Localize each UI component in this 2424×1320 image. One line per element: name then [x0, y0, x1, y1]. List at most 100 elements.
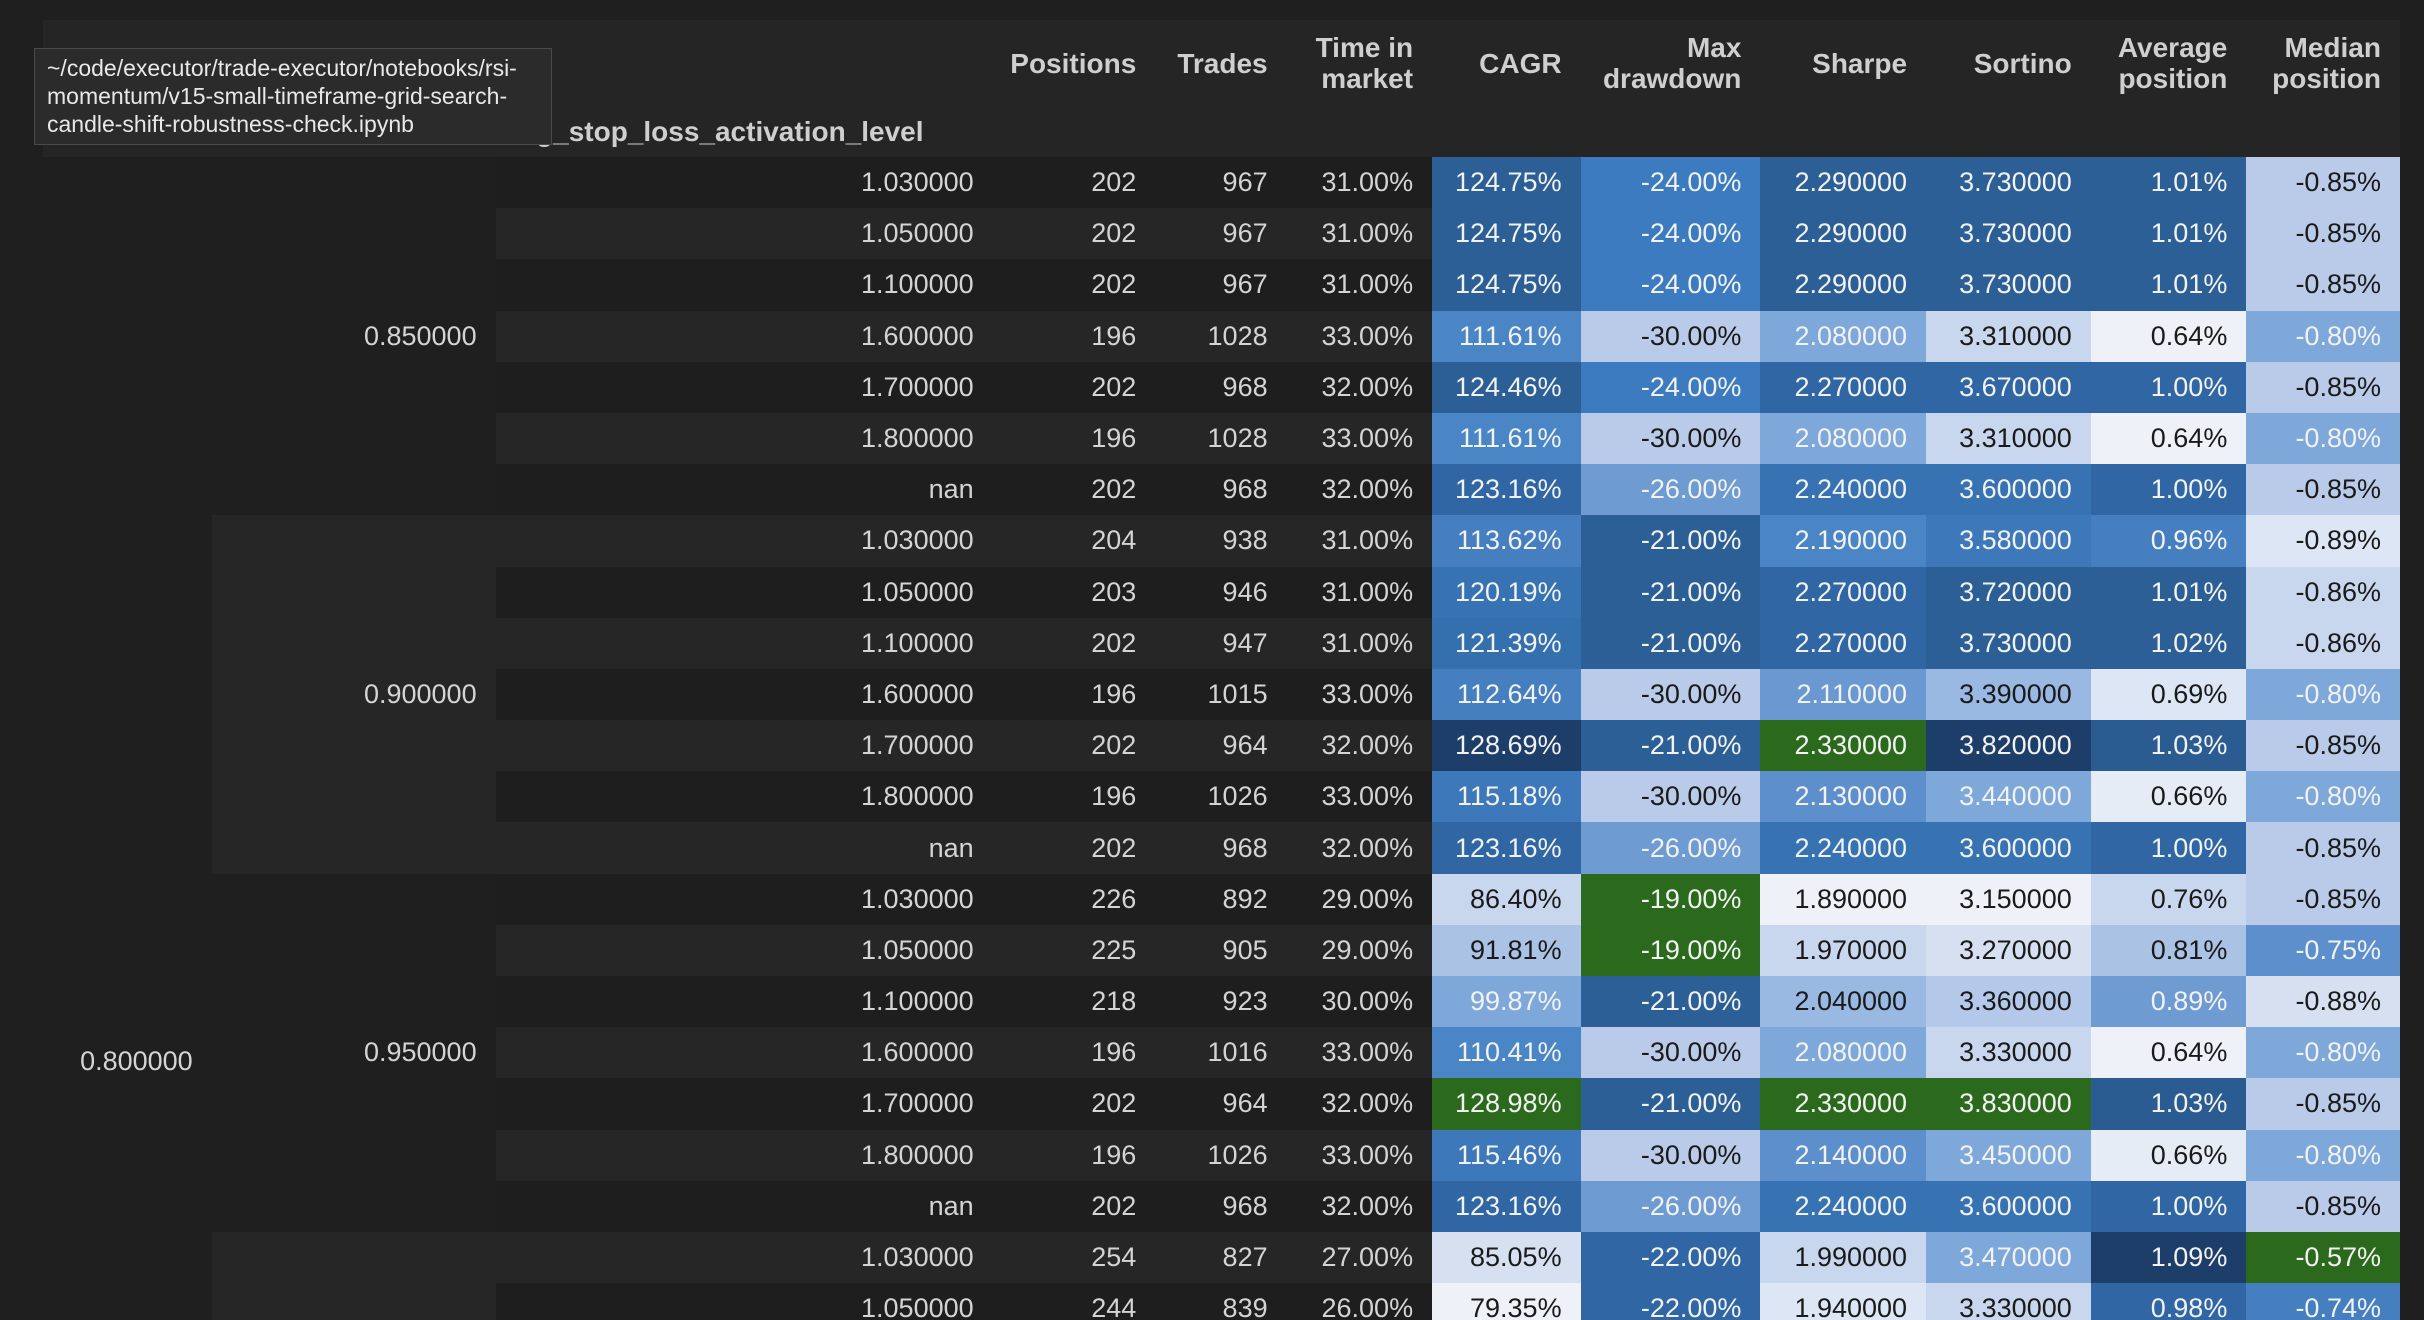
header-sortino[interactable]: Sortino	[1926, 20, 2091, 106]
time-in-market-cell: 31.00%	[1286, 617, 1433, 669]
positions-cell: 196	[992, 771, 1156, 823]
left-gutter	[0, 0, 43, 1304]
time-in-market-cell: 32.00%	[1286, 361, 1433, 413]
index-level3-cell: 1.030000	[495, 1231, 993, 1284]
time-in-market-cell: 29.00%	[1286, 924, 1433, 976]
results-table: Positions Trades Time in market CAGR Max…	[43, 20, 2400, 1320]
time-in-market-cell: 31.00%	[1286, 515, 1433, 567]
max-drawdown-cell: -24.00%	[1580, 259, 1761, 311]
sortino-cell: 3.600000	[1926, 822, 2091, 874]
sharpe-cell: 2.110000	[1760, 668, 1927, 721]
average-position-cell: 0.69%	[2090, 668, 2247, 721]
index-level-name: iling_stop_loss_activation_level	[495, 106, 993, 157]
cagr-cell: 128.98%	[1432, 1078, 1581, 1130]
sharpe-cell: 2.270000	[1760, 361, 1927, 413]
sortino-cell: 3.150000	[1926, 873, 2091, 925]
table-row: 1.050000 202 967 31.00% 124.75% -24.00% 2.2900…	[43, 208, 2400, 260]
table-row: 1.700000 202 964 32.00% 128.98% -21.00% 2.3300…	[43, 1078, 2400, 1130]
header-time-in-market[interactable]: Time in market	[1286, 20, 1433, 106]
table-row: nan 202 968 32.00% 123.16% -26.00% 2.240000 3.6…	[43, 1180, 2400, 1232]
time-in-market-cell: 33.00%	[1286, 310, 1433, 362]
index-level3-cell: 1.100000	[495, 259, 993, 311]
index-level3-cell: 1.030000	[495, 515, 993, 567]
trades-cell: 968	[1155, 361, 1287, 413]
index-level3-cell: 1.030000	[495, 873, 993, 925]
sharpe-cell: 2.140000	[1760, 1129, 1927, 1181]
trades-cell: 827	[1155, 1231, 1287, 1284]
average-position-cell: 0.64%	[2090, 1027, 2247, 1079]
index-level3-cell: 1.700000	[495, 1078, 993, 1130]
max-drawdown-cell: -30.00%	[1580, 412, 1761, 465]
header-cagr[interactable]: CAGR	[1432, 20, 1581, 106]
header-median-position[interactable]: Median position	[2246, 20, 2400, 106]
time-in-market-cell: 33.00%	[1286, 668, 1433, 721]
column-header-row: Positions Trades Time in market CAGR Max…	[43, 20, 2400, 106]
cagr-cell: 91.81%	[1432, 924, 1581, 976]
index-level3-cell: 1.050000	[495, 924, 993, 976]
median-position-cell: -0.80%	[2246, 1129, 2400, 1181]
max-drawdown-cell: -21.00%	[1580, 976, 1761, 1028]
max-drawdown-cell: -26.00%	[1580, 1180, 1761, 1232]
cagr-cell: 111.61%	[1432, 412, 1581, 465]
average-position-cell: 0.98%	[2090, 1283, 2247, 1320]
sortino-cell: 3.730000	[1926, 259, 2091, 311]
sharpe-cell: 2.240000	[1760, 464, 1927, 516]
sharpe-cell: 2.080000	[1760, 310, 1927, 362]
positions-cell: 196	[992, 668, 1156, 721]
positions-cell: 202	[992, 822, 1156, 874]
table-row: 1.600000 196 1015 33.00% 112.64% -30.00% 2.110…	[43, 668, 2400, 721]
max-drawdown-cell: -21.00%	[1580, 566, 1761, 618]
index-name-row: iling_stop_loss_activation_level	[43, 106, 2400, 157]
average-position-cell: 0.96%	[2090, 515, 2247, 567]
positions-cell: 202	[992, 1180, 1156, 1232]
average-position-cell: 0.81%	[2090, 924, 2247, 976]
average-position-cell: 1.01%	[2090, 157, 2247, 209]
sharpe-cell: 2.270000	[1760, 566, 1927, 618]
index-level3-cell: 1.050000	[495, 566, 993, 618]
cagr-cell: 113.62%	[1432, 515, 1581, 567]
header-sharpe[interactable]: Sharpe	[1760, 20, 1927, 106]
max-drawdown-cell: -30.00%	[1580, 310, 1761, 362]
average-position-cell: 1.01%	[2090, 208, 2247, 260]
time-in-market-cell: 32.00%	[1286, 1078, 1433, 1130]
sortino-cell: 3.600000	[1926, 464, 2091, 516]
sortino-cell: 3.310000	[1926, 412, 2091, 465]
index-level3-cell: 1.100000	[495, 976, 993, 1028]
max-drawdown-cell: -30.00%	[1580, 1129, 1761, 1181]
sortino-cell: 3.730000	[1926, 157, 2091, 209]
sharpe-cell: 2.270000	[1760, 617, 1927, 669]
table-row: 1.100000 202 947 31.00% 121.39% -21.00% 2.2700…	[43, 617, 2400, 669]
time-in-market-cell: 31.00%	[1286, 208, 1433, 260]
positions-cell: 202	[992, 720, 1156, 772]
time-in-market-cell: 33.00%	[1286, 1027, 1433, 1079]
cagr-cell: 123.16%	[1432, 822, 1581, 874]
max-drawdown-cell: -19.00%	[1580, 924, 1761, 976]
trades-cell: 1028	[1155, 412, 1287, 465]
median-position-cell: -0.75%	[2246, 924, 2400, 976]
sortino-cell: 3.390000	[1926, 668, 2091, 721]
median-position-cell: -0.85%	[2246, 822, 2400, 874]
cagr-cell: 128.69%	[1432, 720, 1581, 772]
sharpe-cell: 1.990000	[1760, 1231, 1927, 1284]
index-level3-cell: 1.100000	[495, 617, 993, 669]
trades-cell: 967	[1155, 208, 1287, 260]
median-position-cell: -0.57%	[2246, 1231, 2400, 1284]
header-max-drawdown[interactable]: Max drawdown	[1580, 20, 1761, 106]
time-in-market-cell: 31.00%	[1286, 157, 1433, 209]
cagr-cell: 111.61%	[1432, 310, 1581, 362]
median-position-cell: -0.85%	[2246, 208, 2400, 260]
time-in-market-cell: 33.00%	[1286, 1129, 1433, 1181]
positions-cell: 202	[992, 157, 1156, 209]
cagr-cell: 123.16%	[1432, 1180, 1581, 1232]
header-average-position[interactable]: Average position	[2090, 20, 2247, 106]
header-positions[interactable]: Positions	[992, 20, 1156, 106]
header-trades[interactable]: Trades	[1155, 20, 1287, 106]
table-row: 0.800000 0.850000 1.030000 202 967 31.00% 124.…	[43, 157, 2400, 1320]
average-position-cell: 0.89%	[2090, 976, 2247, 1028]
median-position-cell: -0.85%	[2246, 1180, 2400, 1232]
trades-cell: 967	[1155, 157, 1287, 209]
median-position-cell: -0.85%	[2246, 361, 2400, 413]
trades-cell: 968	[1155, 1180, 1287, 1232]
index-level3-cell: 1.800000	[495, 1129, 993, 1181]
average-position-cell: 1.00%	[2090, 361, 2247, 413]
